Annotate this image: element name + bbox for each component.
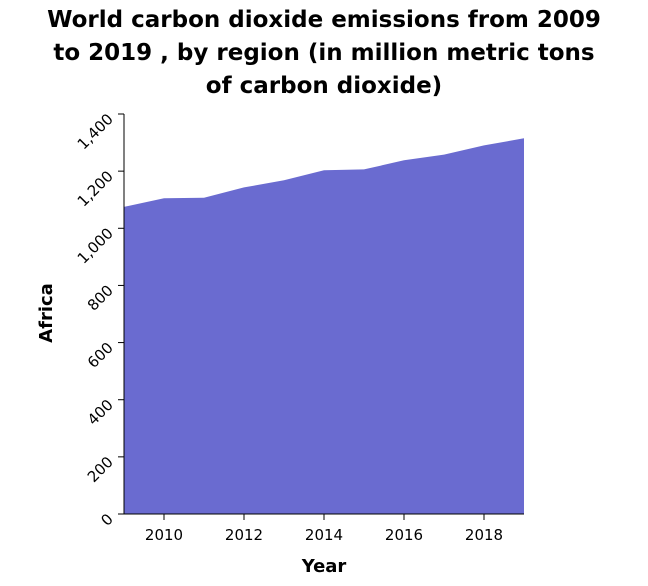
plot-area [124,138,524,515]
y-tick-label: 800 [84,282,117,315]
x-tick-label: 2018 [465,526,503,544]
chart-title-line-1: World carbon dioxide emissions from 2009 [47,7,601,33]
y-tick-label: 200 [84,453,117,486]
x-tick-label: 2012 [225,526,263,544]
area-series [124,138,524,515]
chart-title-line-3: of carbon dioxide) [206,73,442,99]
x-tick-label: 2016 [385,526,423,544]
x-axis-title: Year [301,556,347,577]
y-tick-label: 1,400 [74,110,117,153]
x-axis: 2010 2012 2014 2016 2018 [124,513,524,544]
y-tick-label: 1,200 [74,167,117,210]
y-tick-label: 0 [97,510,116,529]
y-tick-label: 600 [84,339,117,372]
chart-title-line-2: to 2019 , by region (in million metric t… [53,40,594,66]
chart-title: World carbon dioxide emissions from 2009… [47,7,601,99]
y-tick-label: 400 [84,396,117,429]
x-tick-label: 2010 [145,526,183,544]
y-axis-title: Africa [36,283,57,343]
x-tick-label: 2014 [305,526,343,544]
y-axis: 0 200 400 600 800 1,000 1,200 1,400 [74,110,125,530]
y-tick-label: 1,000 [74,224,117,267]
